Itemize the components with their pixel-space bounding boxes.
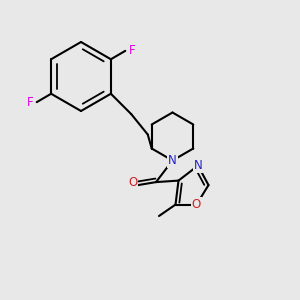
Text: O: O: [192, 198, 201, 211]
Text: N: N: [194, 159, 202, 172]
Text: F: F: [129, 44, 135, 57]
Text: O: O: [128, 176, 137, 189]
Text: N: N: [168, 154, 177, 167]
Text: F: F: [27, 96, 33, 109]
